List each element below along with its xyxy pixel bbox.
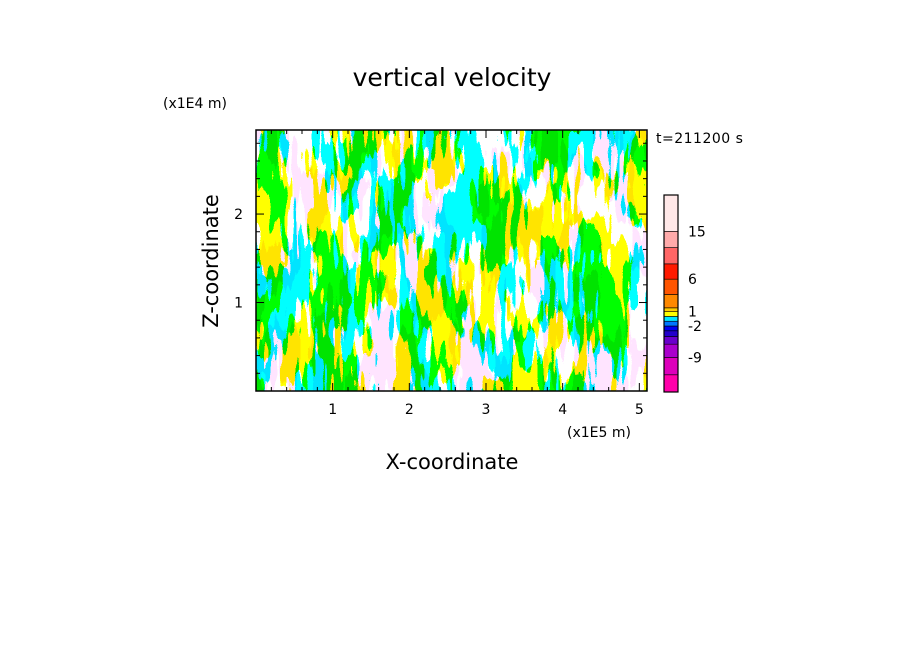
colorbar-segment <box>663 263 679 280</box>
colorbar-segment <box>663 320 679 327</box>
colorbar-segment <box>663 374 679 393</box>
colorbar-segment <box>663 311 679 317</box>
y-tick-label: 1 <box>234 296 243 312</box>
colorbar-segment <box>663 194 679 232</box>
colorbar-label: 1 <box>688 305 697 321</box>
x-tick-label: 3 <box>482 402 491 418</box>
y-axis: 12 <box>234 142 647 374</box>
colorbar-segment <box>663 330 679 337</box>
colorbar-frame <box>663 194 679 393</box>
x-axis: 1 2 3 4 5 <box>270 130 644 418</box>
x-unit-label: (x1E5 m) <box>567 425 631 441</box>
y-tick-label: 2 <box>234 207 243 223</box>
colorbar-segment <box>663 336 679 345</box>
colorbar-label: 6 <box>688 272 697 288</box>
colorbar: -9 -21 6 15 <box>663 194 706 393</box>
x-tick-label: 4 <box>558 402 567 418</box>
colorbar-label: -2 <box>688 319 702 335</box>
colorbar-label: -9 <box>688 351 702 367</box>
y-axis-label: Z-coordinate <box>199 194 223 328</box>
x-tick-label: 1 <box>328 402 337 418</box>
x-axis-label: X-coordinate <box>386 450 519 474</box>
colorbar-segment <box>663 247 679 265</box>
colorbar-segment <box>663 307 679 312</box>
colorbar-segment <box>663 278 679 295</box>
colorbar-segment <box>663 325 679 332</box>
contour-field <box>256 130 647 391</box>
colorbar-label: 15 <box>688 224 706 240</box>
colorbar-segment <box>663 343 679 358</box>
colorbar-segment <box>663 294 679 309</box>
chart-title: vertical velocity <box>353 63 552 92</box>
x-tick-label: 2 <box>405 402 414 418</box>
colorbar-segment <box>663 357 679 376</box>
colorbar-segment <box>663 316 679 322</box>
field-texture <box>256 130 647 391</box>
time-label: t=211200 s <box>656 131 743 147</box>
x-tick-label: 5 <box>635 402 644 418</box>
plot-frame <box>255 129 648 392</box>
colorbar-segment <box>663 231 679 248</box>
y-unit-label: (x1E4 m) <box>163 96 227 112</box>
